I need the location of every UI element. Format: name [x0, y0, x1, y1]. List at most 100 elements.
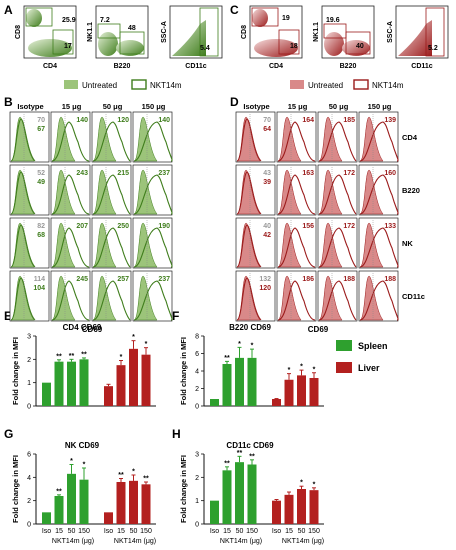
y-tick-label: 2: [195, 475, 199, 482]
chart-title: CD11c CD69: [226, 441, 274, 450]
mfi-value-treated: 163: [302, 170, 314, 177]
mfi-value-treated: 237: [158, 276, 170, 283]
legend-swatch-treated: [131, 79, 147, 90]
significance-marker: *: [251, 343, 254, 350]
mfi-value-treated: 160: [384, 170, 396, 177]
gate-value: 17: [64, 43, 72, 50]
legend-label-untreated: Untreated: [82, 81, 117, 90]
flow-plot-a-cd11c-ssc: 5.4 CD11c SSC-A: [161, 5, 223, 70]
gate-value: 18: [290, 43, 298, 50]
legend-label-treated: NKT14m: [150, 81, 182, 90]
bar: [272, 500, 281, 524]
bar: [210, 500, 219, 524]
group-label: NKT14m (μg): [282, 538, 324, 545]
flow-plot-c-b220-nk: 19.6 40 B220 NK1.1: [313, 5, 375, 70]
histogram-treated: [51, 174, 90, 215]
x-tick-label: 50: [298, 528, 306, 535]
group-label: NKT14m (μg): [220, 538, 262, 545]
significance-marker: *: [313, 481, 316, 488]
histogram-treated: [133, 174, 173, 215]
legend-label-spleen: Spleen: [358, 341, 388, 351]
histogram-isotype: [10, 277, 36, 321]
histogram-untreated: [51, 222, 76, 268]
column-header: 15 μg: [288, 102, 308, 111]
histogram-untreated: [277, 275, 302, 321]
histogram-isotype: [236, 224, 262, 268]
mfi-value-treated: 172: [343, 170, 355, 177]
mfi-value-untreated: 132: [259, 276, 271, 283]
column-header: 15 μg: [62, 102, 82, 111]
histogram-treated: [359, 227, 399, 268]
y-tick-label: 4: [195, 369, 199, 376]
bar: [42, 382, 51, 406]
x-tick-label: Iso: [104, 528, 113, 535]
bar: [222, 364, 232, 406]
bar: [79, 479, 89, 524]
histogram-isotype: [10, 118, 36, 162]
flow-plot-a-cd4-cd8: 25.9 17 CD4 CD8: [15, 5, 77, 70]
histogram-treated: [359, 174, 399, 215]
significance-marker: *: [145, 341, 148, 348]
mfi-value-treated: 140: [76, 117, 88, 124]
mfi-value-treated: 257: [117, 276, 129, 283]
column-header: 50 μg: [329, 102, 349, 111]
y-tick-label: 4: [27, 475, 31, 482]
x-axis-label: CD4: [43, 63, 57, 70]
histogram-treated: [318, 174, 357, 215]
gate-value: 19.6: [326, 17, 340, 24]
chart-title: NK CD69: [65, 441, 100, 450]
mfi-value-treated: 188: [343, 276, 355, 283]
significance-marker: **: [118, 472, 124, 479]
significance-marker: *: [120, 354, 123, 361]
bar: [104, 386, 113, 406]
significance-marker: *: [300, 364, 303, 371]
mfi-value-treated: 185: [343, 117, 355, 124]
gate-value: 40: [356, 43, 364, 50]
bar: [141, 484, 151, 524]
y-axis-label: Fold change in MFI: [11, 455, 20, 523]
histogram-treated: [133, 280, 173, 321]
histogram-treated: [92, 227, 131, 268]
y-tick-label: 6: [27, 452, 31, 459]
x-tick-label: 50: [68, 528, 76, 535]
mfi-value-isotype: 68: [37, 232, 45, 239]
significance-marker: **: [69, 353, 75, 360]
mfi-value-treated: 156: [302, 223, 314, 230]
y-tick-label: 0: [27, 522, 31, 529]
histogram-untreated: [51, 116, 76, 162]
histogram-treated: [359, 121, 399, 162]
gate-value: 48: [128, 25, 136, 32]
histogram-treated: [277, 174, 316, 215]
x-tick-label: 150: [246, 528, 258, 535]
y-tick-label: 2: [27, 357, 31, 364]
x-tick-label: 150: [78, 528, 90, 535]
significance-marker: *: [288, 367, 291, 374]
histogram-grid-liver: Isotype 15 μg 50 μg 150 μg 70 64 164 185 139 CD4 4…: [235, 102, 425, 334]
x-axis-label: CD69: [82, 325, 103, 334]
bar: [129, 480, 138, 524]
bar: [309, 378, 319, 406]
mfi-value-treated: 250: [117, 223, 129, 230]
bar: [54, 496, 64, 524]
histogram-isotype: [236, 171, 262, 215]
column-header: 50 μg: [103, 102, 123, 111]
x-axis-label: CD11c: [411, 63, 433, 70]
x-tick-label: Iso: [272, 528, 281, 535]
bar: [141, 354, 151, 406]
x-tick-label: Iso: [210, 528, 219, 535]
bar: [297, 375, 306, 406]
mfi-value-treated: 186: [302, 276, 314, 283]
mfi-value-treated: 237: [158, 170, 170, 177]
x-axis-label: CD4: [269, 63, 283, 70]
bar: [116, 365, 126, 406]
significance-marker: *: [300, 480, 303, 487]
y-tick-label: 0: [195, 404, 199, 411]
histogram-treated: [359, 280, 399, 321]
x-tick-label: 150: [140, 528, 152, 535]
panel-label-g: G: [4, 427, 13, 441]
gate-value: 5.2: [428, 45, 438, 52]
x-axis-label: CD11c: [185, 63, 207, 70]
chart-title: CD4 CD69: [63, 323, 102, 332]
